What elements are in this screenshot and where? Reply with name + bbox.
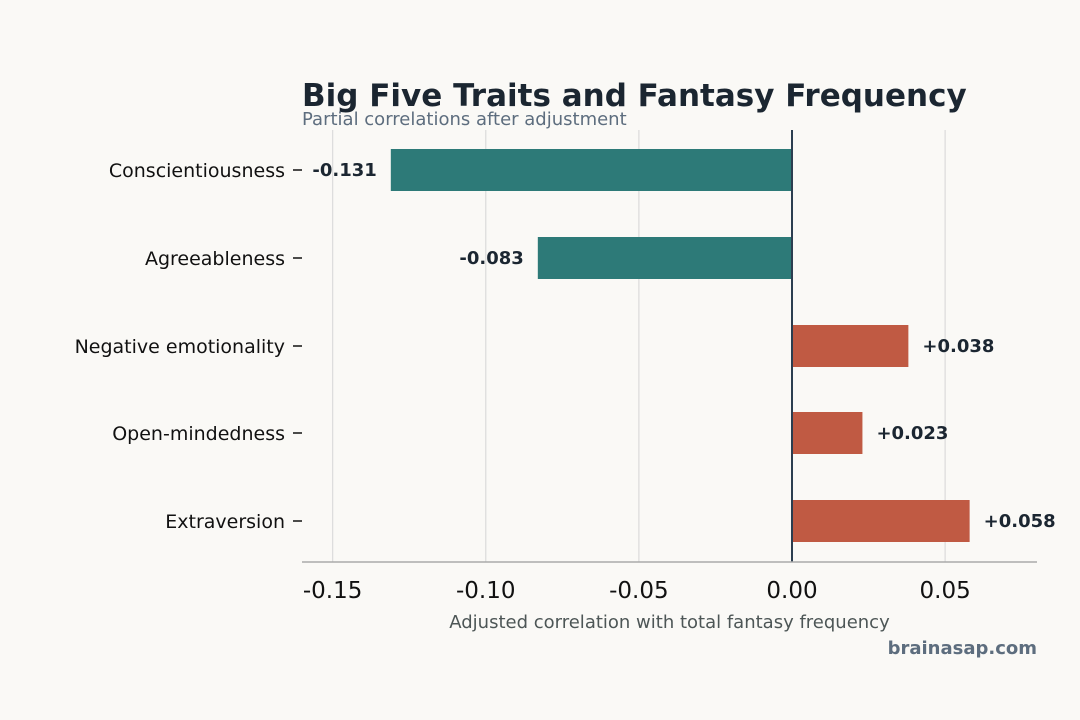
x-axis-label: Adjusted correlation with total fantasy …: [449, 612, 890, 633]
bar: [390, 149, 792, 191]
bar: [792, 325, 909, 367]
source-credit: brainasap.com: [888, 638, 1037, 659]
bar: [537, 237, 792, 279]
category-label: Open-mindedness: [112, 423, 285, 445]
category-label: Extraversion: [165, 511, 285, 533]
data-label: +0.058: [984, 511, 1056, 532]
x-tick-label: -0.15: [303, 578, 363, 604]
data-label: -0.131: [312, 160, 376, 181]
x-tick-label: 0.05: [920, 578, 971, 604]
data-label: -0.083: [459, 248, 523, 269]
data-label: +0.023: [876, 423, 948, 444]
data-label: +0.038: [922, 336, 994, 357]
chart-title: Big Five Traits and Fantasy Frequency: [302, 78, 967, 114]
x-tick-label: 0.00: [766, 578, 817, 604]
category-label: Agreeableness: [145, 248, 285, 270]
category-label: Conscientiousness: [109, 160, 285, 182]
chart-subtitle: Partial correlations after adjustment: [302, 109, 627, 130]
bar: [792, 412, 863, 454]
x-tick-label: -0.05: [609, 578, 669, 604]
bar: [792, 500, 970, 542]
category-label: Negative emotionality: [75, 336, 285, 358]
x-tick-label: -0.10: [456, 578, 516, 604]
